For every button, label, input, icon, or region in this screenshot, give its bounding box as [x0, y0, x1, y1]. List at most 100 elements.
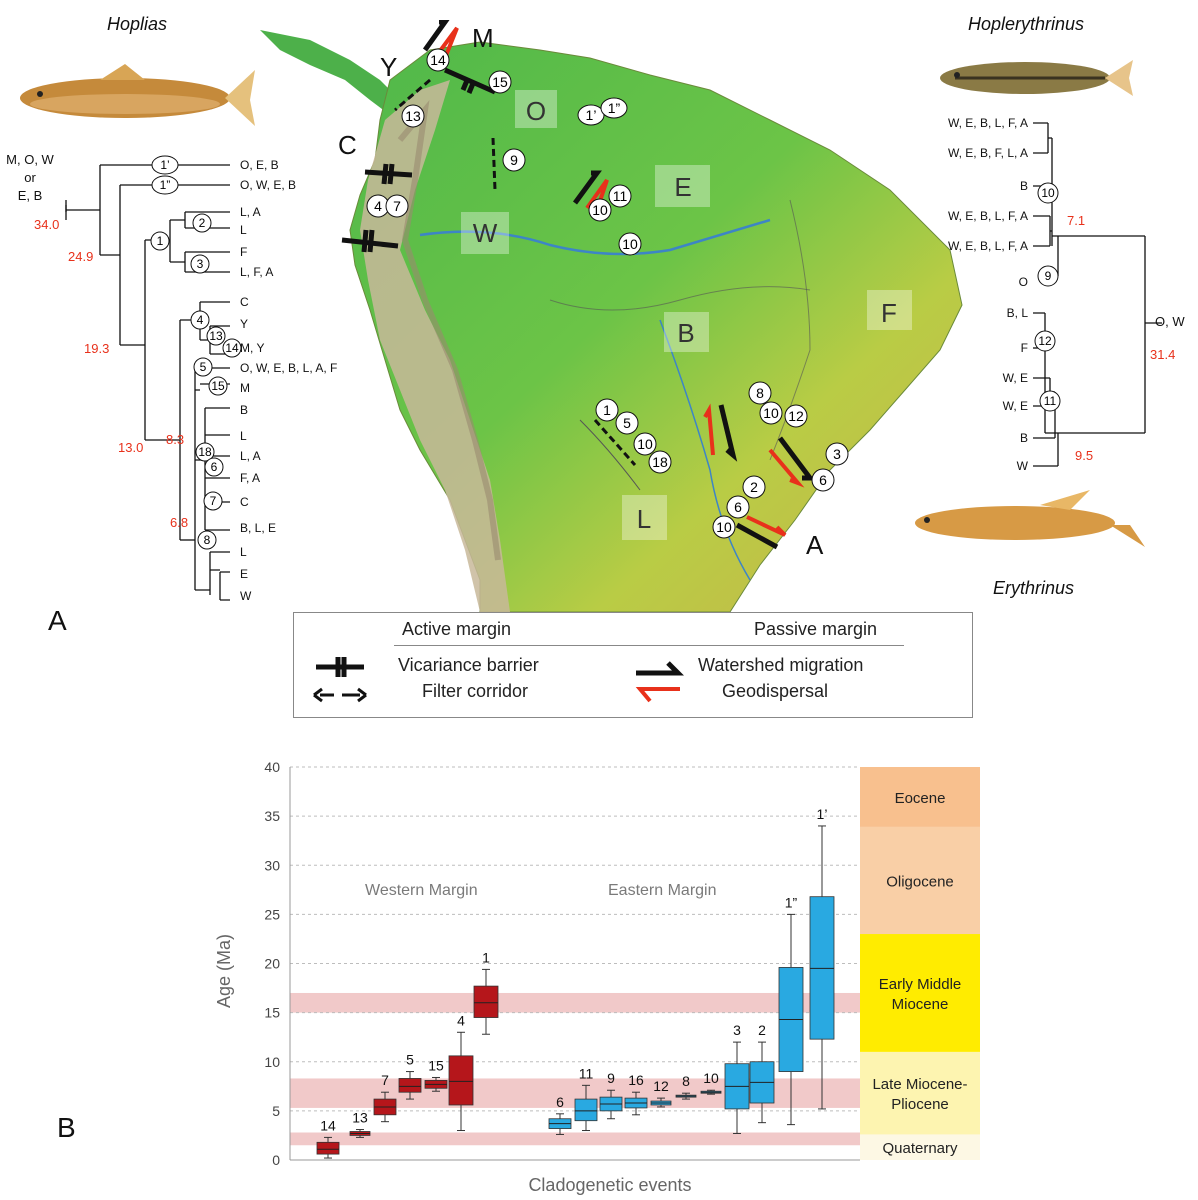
map-event-markers: 14 15 13 9 1’ 1” 4 7 11 10 10 8 10 12 1 … [366, 48, 849, 539]
epoch-label: Late Miocene- [872, 1076, 967, 1093]
svg-text:8: 8 [204, 533, 211, 547]
y-tick-label: 40 [264, 759, 280, 775]
svg-text:or: or [24, 170, 36, 185]
south-america-map: O E W B F L M Y C A 14 15 13 9 1 [250, 20, 970, 612]
hoplias-age: 24.9 [68, 249, 93, 264]
box-label: 10 [703, 1070, 719, 1086]
hoplias-tip: B, L, E [240, 521, 276, 535]
svg-text:11: 11 [613, 188, 628, 204]
legend-divider [394, 645, 904, 646]
legend-symbols-left [313, 657, 367, 703]
legend-symbols-right [635, 661, 684, 703]
y-tick-label: 5 [272, 1103, 280, 1119]
hoplias-tip: C [240, 295, 249, 309]
region-O: O [526, 96, 546, 126]
hoplias-age: 34.0 [34, 217, 59, 232]
svg-text:15: 15 [492, 74, 508, 90]
epoch-band [860, 767, 980, 827]
hoplias-tip: L [240, 429, 247, 443]
box-label: 15 [428, 1057, 444, 1073]
vicariance-barriers [341, 67, 497, 253]
margin-letter-M: M [472, 23, 494, 53]
hoplias-tip: F [240, 245, 247, 259]
epoch-band [860, 1051, 980, 1135]
svg-text:9: 9 [510, 152, 518, 168]
hoplias-tip: O, E, B [240, 158, 279, 172]
filter-corridors [394, 78, 637, 466]
svg-text:4: 4 [374, 198, 382, 214]
hoplias-tip: O, W, E, B, L, A, F [240, 361, 337, 375]
svg-text:13: 13 [405, 108, 421, 124]
hoplerythrinus-tip: F [1021, 341, 1028, 355]
svg-text:11: 11 [1044, 394, 1057, 408]
hoplerythrinus-tip: B [1020, 431, 1028, 445]
taxon-hoplias: Hoplias [107, 14, 168, 34]
margin-letter-C: C [338, 130, 357, 160]
hoplias-tip: L, A [240, 205, 261, 219]
hoplias-age: 13.0 [118, 440, 143, 455]
hoplerythrinus-tip: W, E [1003, 371, 1028, 385]
hoplerythrinus-tip: W, E, B, L, F, A [948, 116, 1028, 130]
svg-text:15: 15 [211, 379, 225, 393]
box-label: 1’ [817, 806, 828, 822]
box-label: 1 [482, 949, 490, 965]
hoplias-age: 6.8 [170, 515, 188, 530]
hoplias-tip: W [240, 589, 252, 603]
svg-text:6: 6 [819, 472, 827, 488]
highlight-band [290, 992, 860, 1013]
y-tick-label: 25 [264, 906, 280, 922]
hoplerythrinus-tip: O [1019, 275, 1028, 289]
hoplias-tip: O, W, E, B [240, 178, 296, 192]
central-america-landmass [260, 30, 400, 115]
hoplias-tip: B [240, 403, 248, 417]
box-label: 13 [352, 1110, 368, 1126]
region-F: F [881, 298, 897, 328]
y-axis-title: Age (Ma) [214, 934, 234, 1008]
svg-text:8: 8 [756, 385, 764, 401]
epoch-label: Early Middle [879, 976, 962, 993]
box-label: 14 [320, 1117, 336, 1133]
svg-text:4: 4 [197, 313, 204, 327]
svg-text:14: 14 [225, 341, 239, 355]
hoplias-node-markers: 1’ 1” 2 1 3 4 13 14 5 15 18 6 7 8 [150, 155, 242, 550]
amazon-river [419, 218, 771, 256]
box-iqr [316, 1141, 340, 1155]
svg-text:9: 9 [1045, 269, 1052, 283]
continent-landmass [349, 41, 963, 612]
svg-text:7: 7 [393, 198, 401, 214]
epoch-label: Eocene [895, 790, 946, 807]
svg-text:10: 10 [716, 519, 732, 535]
svg-text:1”: 1” [160, 178, 171, 192]
svg-text:6: 6 [211, 460, 218, 474]
svg-text:7: 7 [210, 494, 217, 508]
epoch-band [860, 1134, 980, 1160]
hoplerythrinus-age: 9.5 [1075, 448, 1093, 463]
svg-text:1: 1 [157, 234, 164, 248]
hoplias-tip: Y [240, 317, 248, 331]
svg-text:1: 1 [603, 402, 611, 418]
box-label: 2 [758, 1022, 766, 1038]
margin-letter-Y: Y [380, 52, 397, 82]
y-tick-label: 30 [264, 857, 280, 873]
box-label: 6 [556, 1094, 564, 1110]
legend-geodispersal: Geodispersal [722, 681, 829, 701]
region-boxes: O E W B F L [461, 90, 912, 540]
hoplias-age: 19.3 [84, 341, 109, 356]
svg-text:13: 13 [209, 329, 223, 343]
svg-text:10: 10 [622, 236, 638, 252]
svg-text:18: 18 [198, 445, 212, 459]
hoplerythrinus-tip: W, E, B, L, F, A [948, 239, 1028, 253]
legend-watershed: Watershed migration [698, 655, 864, 675]
svg-text:2: 2 [199, 216, 206, 230]
hoplias-tip: M [240, 381, 250, 395]
svg-text:2: 2 [750, 479, 758, 495]
hoplias-root-areas: M, O, W [6, 152, 54, 167]
svg-text:10: 10 [1041, 186, 1055, 200]
hoplerythrinus-age: 31.4 [1150, 347, 1175, 362]
svg-text:14: 14 [430, 52, 446, 68]
svg-text:18: 18 [652, 454, 668, 470]
svg-text:6: 6 [734, 499, 742, 515]
svg-text:E, B: E, B [18, 188, 43, 203]
box-label: 5 [406, 1052, 414, 1068]
svg-text:3: 3 [197, 257, 204, 271]
